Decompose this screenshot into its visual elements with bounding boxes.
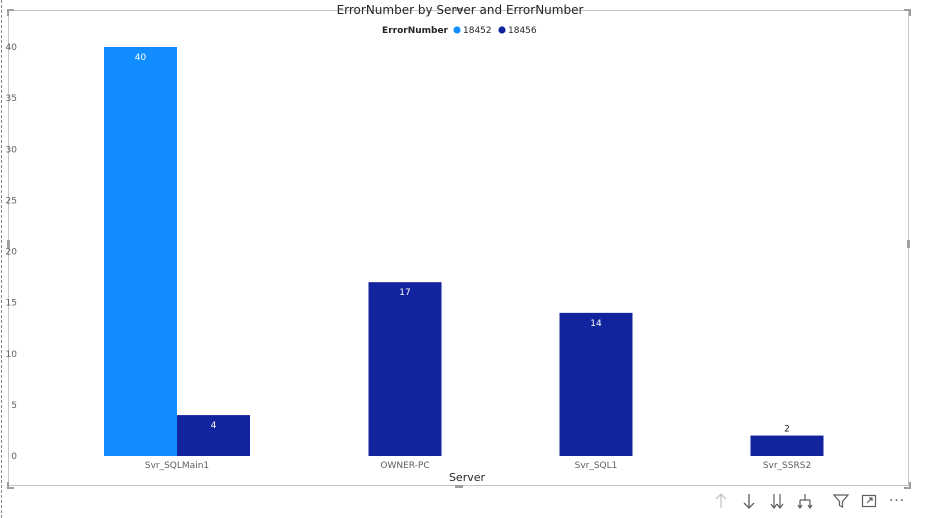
x-tick-label: Svr_SSRS2 <box>763 461 811 471</box>
y-tick-label: 5 <box>11 401 17 411</box>
y-tick-label: 0 <box>11 452 17 462</box>
bar-18452-Svr_SQLMain1[interactable] <box>104 47 177 456</box>
bar-18456-Svr_SQL1[interactable] <box>559 312 633 456</box>
resize-corner-bottom-left[interactable] <box>7 482 14 489</box>
y-tick-label: 10 <box>6 350 18 360</box>
left-dashed-border <box>1 0 2 518</box>
bars <box>104 47 824 456</box>
y-axis: 0 5 10 15 20 25 30 35 40 <box>6 43 18 462</box>
legend-marker <box>453 26 461 34</box>
x-axis-title: Server <box>449 471 486 484</box>
data-label: 14 <box>590 319 602 329</box>
y-tick-label: 30 <box>6 145 18 155</box>
y-tick-label: 35 <box>6 94 17 104</box>
bar-chart: ErrorNumber by Server and ErrorNumber Er… <box>6 3 824 484</box>
visual-header-toolbar: ··· <box>710 490 908 512</box>
y-tick-label: 15 <box>6 299 17 309</box>
x-tick-label: Svr_SQLMain1 <box>145 461 209 471</box>
x-axis: Svr_SQLMain1 OWNER-PC Svr_SQL1 Svr_SSRS2 <box>145 461 811 471</box>
resize-corner-top-right[interactable] <box>904 9 911 16</box>
expand-hierarchy-icon[interactable] <box>794 490 816 512</box>
legend: ErrorNumber 18452 18456 <box>382 26 537 36</box>
x-tick-label: OWNER-PC <box>380 461 429 471</box>
y-tick-label: 25 <box>6 196 17 206</box>
double-arrow-down-icon[interactable] <box>766 490 788 512</box>
resize-handle-left[interactable] <box>7 240 10 248</box>
chart-title: ErrorNumber by Server and ErrorNumber <box>337 3 584 17</box>
filter-icon[interactable] <box>830 490 852 512</box>
focus-mode-icon[interactable] <box>858 490 880 512</box>
bar-18456-OWNER-PC[interactable] <box>368 282 442 456</box>
y-tick-label: 20 <box>6 248 18 258</box>
x-tick-label: Svr_SQL1 <box>575 461 618 471</box>
data-label: 2 <box>784 425 790 435</box>
data-label: 4 <box>211 421 217 431</box>
data-label: 17 <box>399 288 410 298</box>
resize-handle-top[interactable] <box>455 8 463 11</box>
y-tick-label: 40 <box>6 43 18 53</box>
arrow-up-icon[interactable] <box>710 490 732 512</box>
data-label: 40 <box>135 53 147 63</box>
legend-label: 18456 <box>508 26 537 36</box>
arrow-down-icon[interactable] <box>738 490 760 512</box>
bar-18456-Svr_SSRS2[interactable] <box>750 435 824 456</box>
resize-handle-right[interactable] <box>907 240 910 248</box>
more-options-icon[interactable]: ··· <box>888 493 906 509</box>
legend-title: ErrorNumber <box>382 26 449 36</box>
legend-label: 18452 <box>463 26 492 36</box>
resize-corner-bottom-right[interactable] <box>904 482 911 489</box>
bar-18456-Svr_SQLMain1[interactable] <box>177 415 250 456</box>
legend-marker <box>498 26 506 34</box>
resize-handle-bottom[interactable] <box>455 485 463 488</box>
data-labels: 40 4 17 14 2 <box>135 53 790 435</box>
resize-corner-top-left[interactable] <box>7 9 14 16</box>
